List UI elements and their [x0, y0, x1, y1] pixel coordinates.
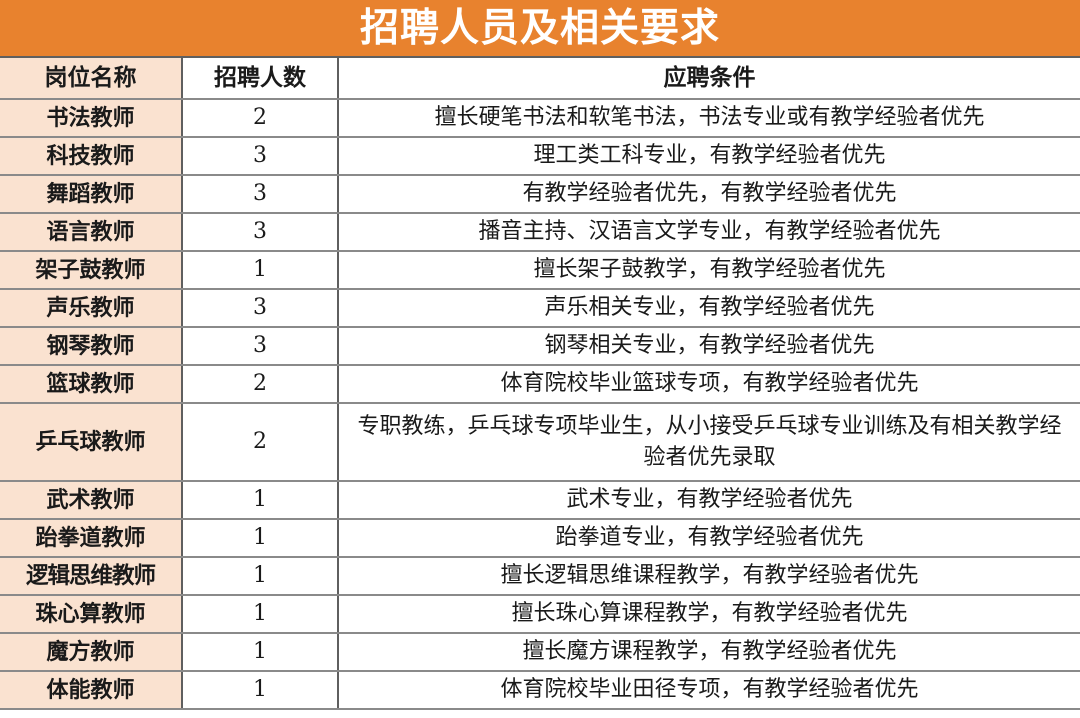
cell-count: 3 [182, 175, 339, 214]
table-row: 书法教师 2 擅长硬笔书法和软笔书法，书法专业或有教学经验者优先 [0, 99, 1080, 138]
table-row: 钢琴教师 3 钢琴相关专业，有教学经验者优先 [0, 327, 1080, 366]
table-row: 逻辑思维教师 1 擅长逻辑思维课程教学，有教学经验者优先 [0, 557, 1080, 596]
cell-count: 2 [182, 99, 339, 138]
cell-count: 2 [182, 365, 339, 404]
cell-post: 魔方教师 [0, 633, 183, 672]
cell-requirement: 擅长逻辑思维课程教学，有教学经验者优先 [338, 557, 1080, 596]
table-row: 科技教师 3 理工类工科专业，有教学经验者优先 [0, 137, 1080, 176]
cell-post: 钢琴教师 [0, 327, 183, 366]
title-banner: 招聘人员及相关要求 [0, 0, 1080, 56]
cell-post: 舞蹈教师 [0, 175, 183, 214]
cell-post: 跆拳道教师 [0, 519, 183, 558]
cell-count: 1 [182, 251, 339, 290]
cell-count: 1 [182, 633, 339, 672]
table-row: 语言教师 3 播音主持、汉语言文学专业，有教学经验者优先 [0, 213, 1080, 252]
cell-count: 1 [182, 557, 339, 596]
recruitment-table: 岗位名称 招聘人数 应聘条件 书法教师 2 擅长硬笔书法和软笔书法，书法专业或有… [0, 56, 1080, 710]
cell-post: 书法教师 [0, 99, 183, 138]
cell-requirement: 擅长硬笔书法和软笔书法，书法专业或有教学经验者优先 [338, 99, 1080, 138]
table-row: 乒乓球教师 2 专职教练，乒乓球专项毕业生，从小接受乒乓球专业训练及有相关教学经… [0, 403, 1080, 482]
column-header-post: 岗位名称 [0, 57, 183, 100]
cell-count: 3 [182, 137, 339, 176]
cell-count: 3 [182, 289, 339, 328]
cell-requirement: 理工类工科专业，有教学经验者优先 [338, 137, 1080, 176]
table-row: 跆拳道教师 1 跆拳道专业，有教学经验者优先 [0, 519, 1080, 558]
cell-requirement: 武术专业，有教学经验者优先 [338, 481, 1080, 520]
table-row: 架子鼓教师 1 擅长架子鼓教学，有教学经验者优先 [0, 251, 1080, 290]
column-header-requirement: 应聘条件 [338, 57, 1080, 100]
cell-post: 乒乓球教师 [0, 403, 183, 482]
cell-requirement: 体育院校毕业田径专项，有教学经验者优先 [338, 671, 1080, 710]
cell-count: 3 [182, 213, 339, 252]
column-header-count: 招聘人数 [182, 57, 339, 100]
cell-requirement: 擅长架子鼓教学，有教学经验者优先 [338, 251, 1080, 290]
cell-requirement: 有教学经验者优先，有教学经验者优先 [338, 175, 1080, 214]
cell-post: 篮球教师 [0, 365, 183, 404]
cell-requirement: 声乐相关专业，有教学经验者优先 [338, 289, 1080, 328]
table-header-row: 岗位名称 招聘人数 应聘条件 [0, 57, 1080, 100]
cell-count: 1 [182, 595, 339, 634]
cell-requirement: 跆拳道专业，有教学经验者优先 [338, 519, 1080, 558]
table-row: 体能教师 1 体育院校毕业田径专项，有教学经验者优先 [0, 671, 1080, 710]
cell-count: 1 [182, 671, 339, 710]
table-row: 武术教师 1 武术专业，有教学经验者优先 [0, 481, 1080, 520]
cell-post: 珠心算教师 [0, 595, 183, 634]
cell-count: 1 [182, 519, 339, 558]
page-title: 招聘人员及相关要求 [359, 4, 720, 51]
cell-count: 3 [182, 327, 339, 366]
cell-post: 科技教师 [0, 137, 183, 176]
table-row: 声乐教师 3 声乐相关专业，有教学经验者优先 [0, 289, 1080, 328]
cell-post: 体能教师 [0, 671, 183, 710]
cell-requirement: 专职教练，乒乓球专项毕业生，从小接受乒乓球专业训练及有相关教学经验者优先录取 [338, 403, 1080, 482]
cell-post: 武术教师 [0, 481, 183, 520]
recruitment-table-container: 岗位名称 招聘人数 应聘条件 书法教师 2 擅长硬笔书法和软笔书法，书法专业或有… [0, 56, 1080, 718]
cell-count: 1 [182, 481, 339, 520]
cell-requirement: 钢琴相关专业，有教学经验者优先 [338, 327, 1080, 366]
cell-post: 语言教师 [0, 213, 183, 252]
table-row: 魔方教师 1 擅长魔方课程教学，有教学经验者优先 [0, 633, 1080, 672]
table-row: 珠心算教师 1 擅长珠心算课程教学，有教学经验者优先 [0, 595, 1080, 634]
cell-post: 架子鼓教师 [0, 251, 183, 290]
cell-requirement: 播音主持、汉语言文学专业，有教学经验者优先 [338, 213, 1080, 252]
cell-post: 逻辑思维教师 [0, 557, 183, 596]
cell-requirement: 擅长珠心算课程教学，有教学经验者优先 [338, 595, 1080, 634]
cell-count: 2 [182, 403, 339, 482]
table-row: 舞蹈教师 3 有教学经验者优先，有教学经验者优先 [0, 175, 1080, 214]
table-row: 篮球教师 2 体育院校毕业篮球专项，有教学经验者优先 [0, 365, 1080, 404]
cell-requirement: 体育院校毕业篮球专项，有教学经验者优先 [338, 365, 1080, 404]
cell-post: 声乐教师 [0, 289, 183, 328]
cell-requirement: 擅长魔方课程教学，有教学经验者优先 [338, 633, 1080, 672]
